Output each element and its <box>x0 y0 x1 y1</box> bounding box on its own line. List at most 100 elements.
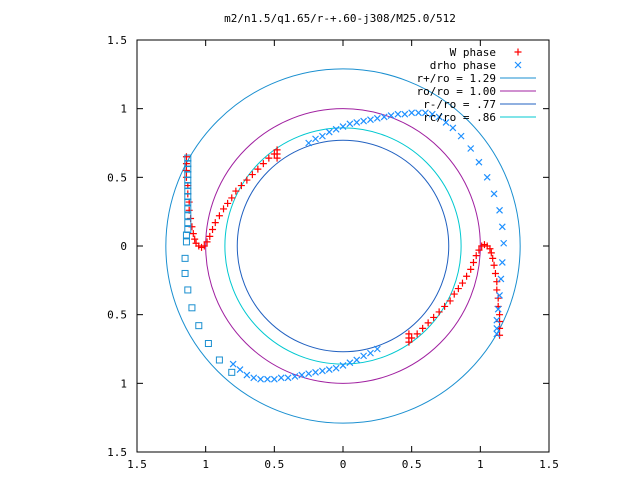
w-phase-point <box>211 219 219 227</box>
drho-phase-point <box>494 305 502 313</box>
w-phase-point <box>228 194 236 202</box>
legend-label: ro/ro = 1.00 <box>417 85 496 98</box>
w-phase-point <box>206 232 214 240</box>
y-tick-label: 1.5 <box>107 34 127 47</box>
drho-phase-point <box>305 370 313 378</box>
square-point <box>184 219 192 227</box>
drho-phase-point <box>332 364 340 372</box>
legend-label: rc/ro = .86 <box>423 111 496 124</box>
series-drho-phase <box>229 109 508 383</box>
circle-ro-ro <box>205 108 481 384</box>
w-phase-point <box>463 272 471 280</box>
drho-phase-point <box>291 373 299 380</box>
square-point <box>184 205 192 213</box>
drho-phase-point <box>325 128 333 136</box>
drho-phase-point <box>498 223 506 231</box>
drho-phase-point <box>360 352 368 360</box>
w-phase-point <box>273 154 281 162</box>
square-point <box>204 340 212 348</box>
w-phase-point <box>209 226 217 234</box>
phase-series <box>181 109 508 383</box>
w-phase-point <box>182 166 190 174</box>
drho-phase-point <box>312 135 319 143</box>
drho-phase-point <box>493 324 501 332</box>
y-tick-label: 1 <box>120 103 127 116</box>
drho-phase-point <box>367 116 374 124</box>
x-tick-label: 1 <box>202 458 209 471</box>
drho-phase-point <box>373 345 381 353</box>
drho-phase-point <box>332 125 340 133</box>
square-point <box>184 176 192 184</box>
x-tick-label: 0 <box>340 458 347 471</box>
drho-phase-point <box>435 113 443 121</box>
legend-item: drho phase <box>430 59 522 72</box>
square-point <box>184 212 192 220</box>
w-phase-point <box>496 318 504 326</box>
square-point <box>182 231 190 239</box>
w-phase-point <box>224 199 232 207</box>
drho-phase-point <box>353 356 361 364</box>
drho-phase-point <box>496 292 503 299</box>
square-point <box>181 254 189 262</box>
square-point <box>184 154 192 162</box>
drho-phase-point <box>442 118 450 126</box>
drho-phase-point <box>264 375 271 383</box>
drho-phase-point <box>490 190 498 198</box>
square-point <box>228 368 236 376</box>
w-phase-point <box>254 165 262 173</box>
square-point <box>188 304 196 312</box>
w-phase-point <box>413 330 421 338</box>
legend-label: r-/ro = .77 <box>423 98 496 111</box>
w-phase-point <box>489 254 497 262</box>
drho-phase-point <box>373 114 381 122</box>
w-phase-point <box>189 230 197 238</box>
drho-phase-point <box>229 360 237 368</box>
x-tick-label: 0.5 <box>264 458 284 471</box>
drho-phase-point <box>250 374 258 382</box>
radius-circles <box>165 68 521 424</box>
w-phase-point <box>203 238 211 246</box>
w-phase-point <box>441 302 449 310</box>
drho-phase-point <box>500 239 508 247</box>
w-phase-point <box>491 269 499 277</box>
w-phase-point <box>200 242 208 250</box>
drho-phase-point <box>298 371 306 379</box>
drho-phase-point <box>483 173 491 181</box>
circle-r-ro <box>236 139 450 353</box>
square-point <box>184 286 192 294</box>
x-tick-label: 1.5 <box>539 458 559 471</box>
w-phase-point <box>450 290 458 298</box>
w-phase-point <box>430 313 438 321</box>
x-tick-label: 0.5 <box>402 458 422 471</box>
w-phase-point <box>405 330 413 338</box>
w-phase-point <box>478 242 486 250</box>
square-point <box>184 198 192 206</box>
w-phase-point <box>248 171 256 179</box>
square-point <box>184 226 192 234</box>
drho-phase-point <box>408 109 416 117</box>
square-point <box>215 356 223 364</box>
axis-ticks: 1.5 1 0.5 0 0.5 1 1.51.510.500.511.5 <box>107 34 559 471</box>
drho-phase-point <box>346 120 354 128</box>
drho-phase-point <box>415 109 422 117</box>
legend-label: r+/ro = 1.29 <box>417 72 496 85</box>
drho-phase-point <box>243 371 251 379</box>
drho-phase-point <box>284 374 292 382</box>
drho-phase-point <box>339 362 347 369</box>
drho-phase-point <box>467 145 475 152</box>
w-phase-point <box>182 153 190 161</box>
legend-item: rc/ro = .86 <box>423 111 536 124</box>
drho-phase-point <box>449 124 457 132</box>
drho-phase-point <box>387 112 395 119</box>
drho-phase-point <box>496 206 503 214</box>
legend-item: ro/ro = 1.00 <box>417 85 536 98</box>
square-point <box>184 165 192 173</box>
w-phase-point <box>446 297 454 305</box>
w-phase-point <box>419 324 427 332</box>
square-point <box>184 182 192 190</box>
square-point <box>184 171 192 179</box>
w-phase-point <box>487 249 495 257</box>
drho-phase-point <box>497 275 505 283</box>
w-phase-point <box>265 154 273 162</box>
